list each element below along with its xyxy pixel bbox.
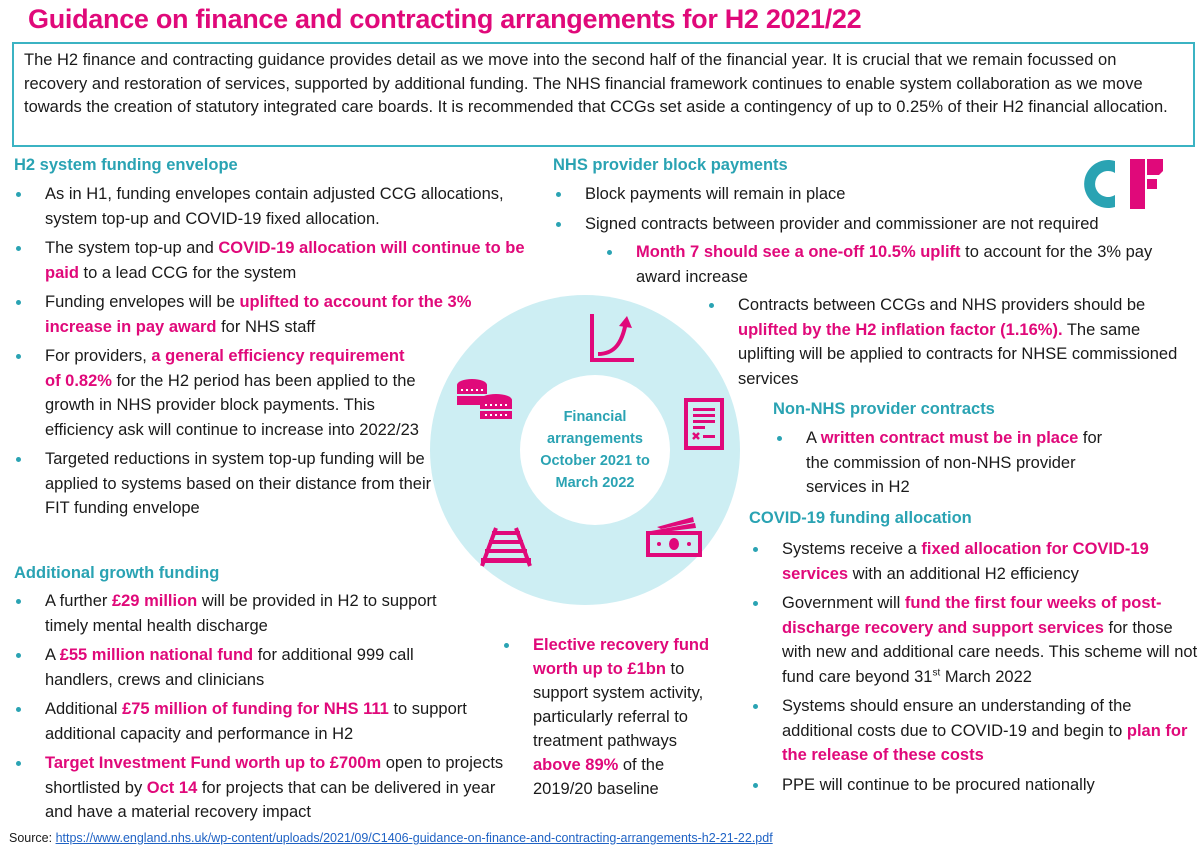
list-item: Government will fund the first four week… <box>749 591 1199 689</box>
block-sub-list: Month 7 should see a one-off 10.5% uplif… <box>603 240 1195 294</box>
covid-list: Systems receive a fixed allocation for C… <box>749 537 1199 802</box>
list-item: Systems receive a fixed allocation for C… <box>749 537 1199 586</box>
growth-chart-icon <box>590 314 634 362</box>
list-item: Signed contracts between provider and co… <box>552 212 1192 237</box>
banknotes-icon <box>646 517 702 557</box>
list-item: Targeted reductions in system top-up fun… <box>12 447 437 521</box>
heading-non-nhs: Non-NHS provider contracts <box>773 400 995 418</box>
list-item: Funding envelopes will be uplifted to ac… <box>12 290 482 339</box>
list-item: Month 7 should see a one-off 10.5% uplif… <box>603 240 1195 289</box>
cf-logo <box>1084 159 1163 209</box>
heading-covid: COVID-19 funding allocation <box>749 509 972 527</box>
growth-list: A further £29 million will be provided i… <box>12 589 510 830</box>
list-item: PPE will continue to be procured nationa… <box>749 773 1199 798</box>
non-nhs-list: A written contract must be in place for … <box>773 426 1143 505</box>
railway-track-icon <box>480 527 532 567</box>
list-item: As in H1, funding envelopes contain adju… <box>12 182 542 231</box>
center-label: Financial arrangements October 2021 to M… <box>540 409 650 491</box>
elective-list: Elective recovery fund worth up to £1bn … <box>500 633 710 806</box>
source-label: Source: <box>9 831 56 845</box>
source-line: Source: https://www.england.nhs.uk/wp-co… <box>9 831 773 845</box>
heading-h2-envelope: H2 system funding envelope <box>14 156 238 174</box>
list-item: Elective recovery fund worth up to £1bn … <box>500 633 710 801</box>
list-item: Contracts between CCGs and NHS providers… <box>705 293 1195 391</box>
h2-envelope-list: As in H1, funding envelopes contain adju… <box>12 182 542 526</box>
contract-document-icon <box>684 398 724 450</box>
heading-growth: Additional growth funding <box>14 564 220 582</box>
list-item: The system top-up and COVID-19 allocatio… <box>12 236 542 285</box>
block-subsub-list: Contracts between CCGs and NHS providers… <box>705 293 1195 396</box>
center-label-circle: Financial arrangements October 2021 to M… <box>520 375 670 525</box>
list-item: Systems should ensure an understanding o… <box>749 694 1199 768</box>
list-item: A further £29 million will be provided i… <box>12 589 442 638</box>
list-item: For providers, a general efficiency requ… <box>12 344 422 442</box>
source-link[interactable]: https://www.england.nhs.uk/wp-content/up… <box>55 831 773 845</box>
list-item: A written contract must be in place for … <box>773 426 1143 500</box>
list-item: Block payments will remain in place <box>552 182 1192 207</box>
list-item: Target Investment Fund worth up to £700m… <box>12 751 510 825</box>
list-item: Additional £75 million of funding for NH… <box>12 697 487 746</box>
page-title: Guidance on finance and contracting arra… <box>28 4 862 34</box>
intro-box: The H2 finance and contracting guidance … <box>12 42 1195 147</box>
list-item: A £55 million national fund for addition… <box>12 643 472 692</box>
block-payments-list: Block payments will remain in place Sign… <box>552 182 1192 241</box>
heading-block-payments: NHS provider block payments <box>553 156 788 174</box>
coins-icon <box>457 379 512 419</box>
